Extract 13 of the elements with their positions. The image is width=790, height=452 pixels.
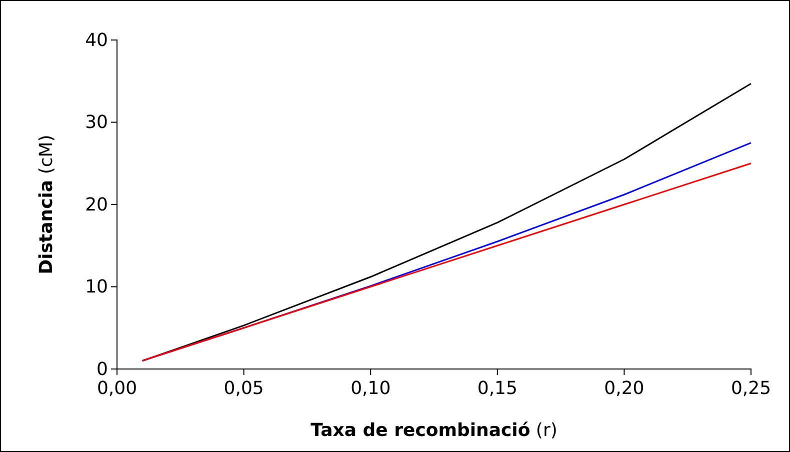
x-tick-label: 0,20 <box>604 378 644 400</box>
x-tick-label: 0,00 <box>96 378 138 400</box>
x-axis-title: Taxa de recombinació (r) <box>310 420 558 441</box>
x-tick-label: 0,05 <box>224 378 264 400</box>
y-tick-label: 30 <box>85 112 108 134</box>
y-tick-label: 10 <box>85 276 108 298</box>
y-tick-label: 0 <box>96 358 108 380</box>
x-tick-label: 0,25 <box>730 378 772 400</box>
y-tick-label: 40 <box>85 30 108 51</box>
y-tick-label: 20 <box>85 194 108 216</box>
x-tick-label: 0,15 <box>477 378 518 400</box>
y-axis-title: Distancia (cM) <box>36 134 57 274</box>
x-tick-label: 0,10 <box>350 378 391 400</box>
